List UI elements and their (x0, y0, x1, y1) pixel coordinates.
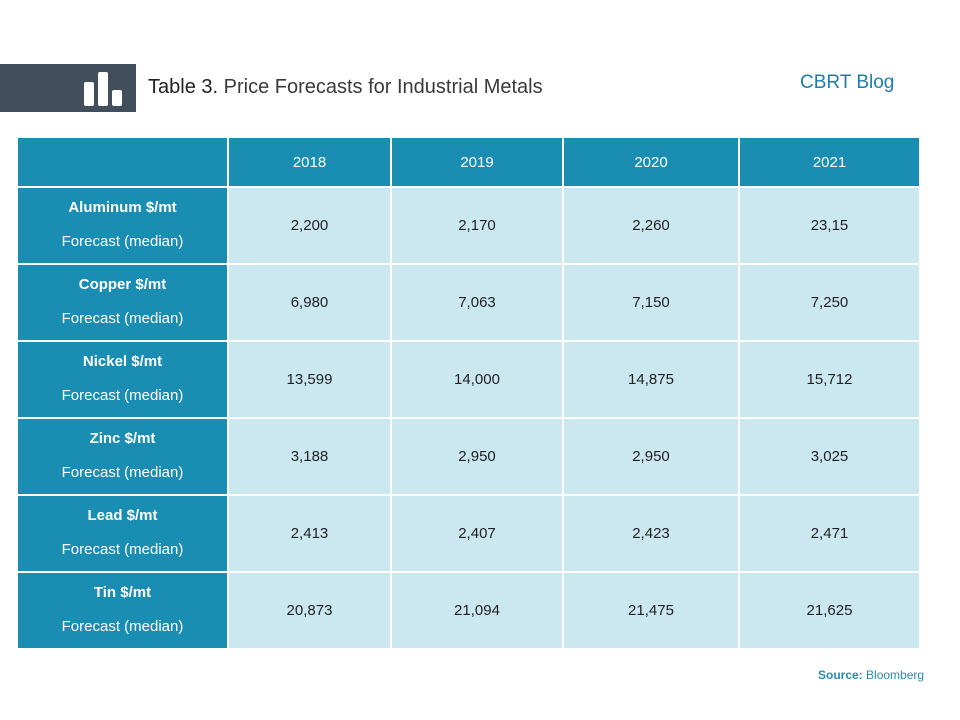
bar-chart-icon (84, 72, 122, 106)
forecast-label: Forecast (median) (61, 310, 184, 327)
forecast-table: 2018 2019 2020 2021 Aluminum $/mt Forecas… (16, 136, 921, 650)
value-cell: 23,15 (738, 186, 921, 265)
value-cell: 3,188 (227, 417, 392, 496)
row-header: Copper $/mt Forecast (median) (16, 263, 229, 342)
value-cell: 2,950 (390, 417, 564, 496)
header-cell-2018: 2018 (227, 136, 392, 188)
row-header: Nickel $/mt Forecast (median) (16, 340, 229, 419)
title-banner (0, 64, 136, 112)
forecast-label: Forecast (median) (61, 233, 184, 250)
value-cell: 6,980 (227, 263, 392, 342)
table-row: Copper $/mt Forecast (median) 6,980 7,063… (16, 263, 921, 342)
brand-name: CBRT Blog (800, 72, 895, 93)
header-cell-corner (16, 136, 229, 188)
value-cell: 2,471 (738, 494, 921, 573)
page-title: Table 3. Price Forecasts for Industrial … (148, 76, 543, 99)
metal-label: Aluminum $/mt (68, 199, 177, 216)
title-text: Price Forecasts for Industrial Metals (218, 76, 543, 98)
row-header: Aluminum $/mt Forecast (median) (16, 186, 229, 265)
forecast-label: Forecast (median) (61, 387, 184, 404)
value-cell: 20,873 (227, 571, 392, 650)
forecast-label: Forecast (median) (61, 618, 184, 635)
table-row: Nickel $/mt Forecast (median) 13,599 14,0… (16, 340, 921, 419)
metal-label: Copper $/mt (78, 276, 167, 293)
source-note: Source: Bloomberg (818, 668, 924, 682)
value-cell: 21,475 (562, 571, 740, 650)
value-cell: 2,200 (227, 186, 392, 265)
value-cell: 2,413 (227, 494, 392, 573)
metal-label: Tin $/mt (93, 584, 152, 601)
value-cell: 7,250 (738, 263, 921, 342)
header-cell-2021: 2021 (738, 136, 921, 188)
header-cell-2019: 2019 (390, 136, 564, 188)
value-cell: 7,063 (390, 263, 564, 342)
table-row: Tin $/mt Forecast (median) 20,873 21,094 … (16, 571, 921, 650)
table-row: Aluminum $/mt Forecast (median) 2,200 2,1… (16, 186, 921, 265)
value-cell: 2,260 (562, 186, 740, 265)
metal-label: Lead $/mt (87, 507, 158, 524)
value-cell: 2,170 (390, 186, 564, 265)
row-header: Lead $/mt Forecast (median) (16, 494, 229, 573)
value-cell: 2,407 (390, 494, 564, 573)
title-lead: Table 3. (148, 76, 219, 98)
value-cell: 14,000 (390, 340, 564, 419)
value-cell: 2,950 (562, 417, 740, 496)
metal-label: Nickel $/mt (82, 353, 163, 370)
forecast-label: Forecast (median) (61, 464, 184, 481)
table-row: Zinc $/mt Forecast (median) 3,188 2,950 2… (16, 417, 921, 496)
value-cell: 3,025 (738, 417, 921, 496)
row-header: Tin $/mt Forecast (median) (16, 571, 229, 650)
forecast-label: Forecast (median) (61, 541, 184, 558)
metal-label: Zinc $/mt (89, 430, 156, 447)
value-cell: 15,712 (738, 340, 921, 419)
value-cell: 21,625 (738, 571, 921, 650)
table-row: Lead $/mt Forecast (median) 2,413 2,407 2… (16, 494, 921, 573)
source-label: Source: (818, 668, 863, 682)
value-cell: 13,599 (227, 340, 392, 419)
value-cell: 14,875 (562, 340, 740, 419)
source-value: Bloomberg (862, 668, 925, 682)
value-cell: 2,423 (562, 494, 740, 573)
row-header: Zinc $/mt Forecast (median) (16, 417, 229, 496)
header-row: 2018 2019 2020 2021 (16, 136, 921, 188)
value-cell: 21,094 (390, 571, 564, 650)
header-cell-2020: 2020 (562, 136, 740, 188)
value-cell: 7,150 (562, 263, 740, 342)
